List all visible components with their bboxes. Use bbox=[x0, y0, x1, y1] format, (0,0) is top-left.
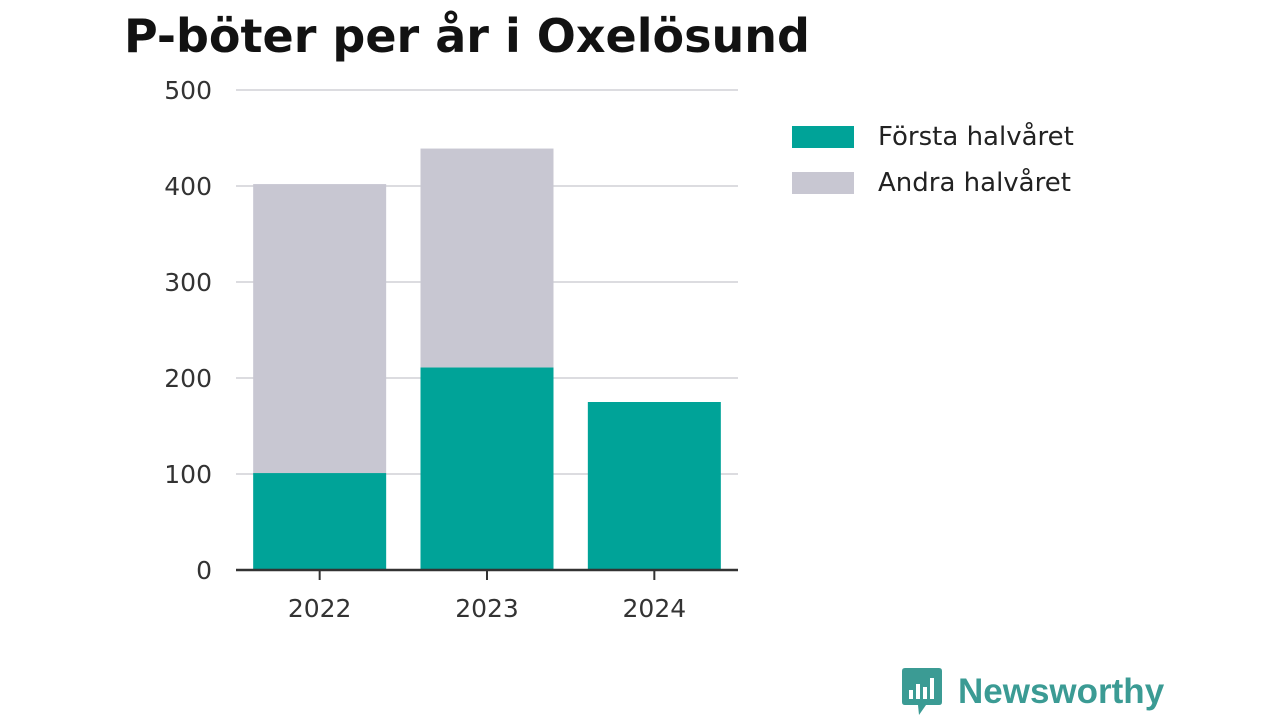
y-tick-label-0: 0 bbox=[196, 556, 212, 585]
x-tick-label-2023: 2023 bbox=[455, 594, 519, 623]
newsworthy-logo: Newsworthy bbox=[902, 668, 1164, 716]
legend: Första halvåret Andra halvåret bbox=[792, 114, 1074, 206]
y-tick-label-200: 200 bbox=[164, 364, 212, 393]
y-tick-label-300: 300 bbox=[164, 268, 212, 297]
legend-item-second-half: Andra halvåret bbox=[792, 160, 1074, 206]
legend-swatch-first-half bbox=[792, 126, 854, 148]
bar-2023-series-1 bbox=[420, 367, 554, 570]
y-tick-label-100: 100 bbox=[164, 460, 212, 489]
axes bbox=[236, 568, 738, 580]
y-tick-label-400: 400 bbox=[164, 172, 212, 201]
bar-2024-series-1 bbox=[587, 402, 721, 570]
x-tick-labels: 2022 2023 2024 bbox=[288, 594, 686, 623]
chart-title: P-böter per år i Oxelösund bbox=[124, 9, 810, 63]
y-tick-label-500: 500 bbox=[164, 76, 212, 105]
legend-label-first-half: Första halvåret bbox=[878, 122, 1074, 152]
y-tick-labels: 0 100 200 300 400 500 bbox=[164, 76, 212, 585]
bar-chart-speech-bubble-icon bbox=[902, 668, 942, 715]
brand-name: Newsworthy bbox=[958, 672, 1165, 711]
legend-label-second-half: Andra halvåret bbox=[878, 168, 1071, 198]
bar-2023-series-2 bbox=[420, 148, 554, 368]
x-tick-label-2022: 2022 bbox=[288, 594, 352, 623]
legend-item-first-half: Första halvåret bbox=[792, 114, 1074, 160]
bar-2022-series-1 bbox=[253, 473, 387, 570]
x-tick-label-2024: 2024 bbox=[623, 594, 687, 623]
legend-swatch-second-half bbox=[792, 172, 854, 194]
bar-2022-series-2 bbox=[253, 184, 387, 474]
bars bbox=[253, 148, 721, 570]
